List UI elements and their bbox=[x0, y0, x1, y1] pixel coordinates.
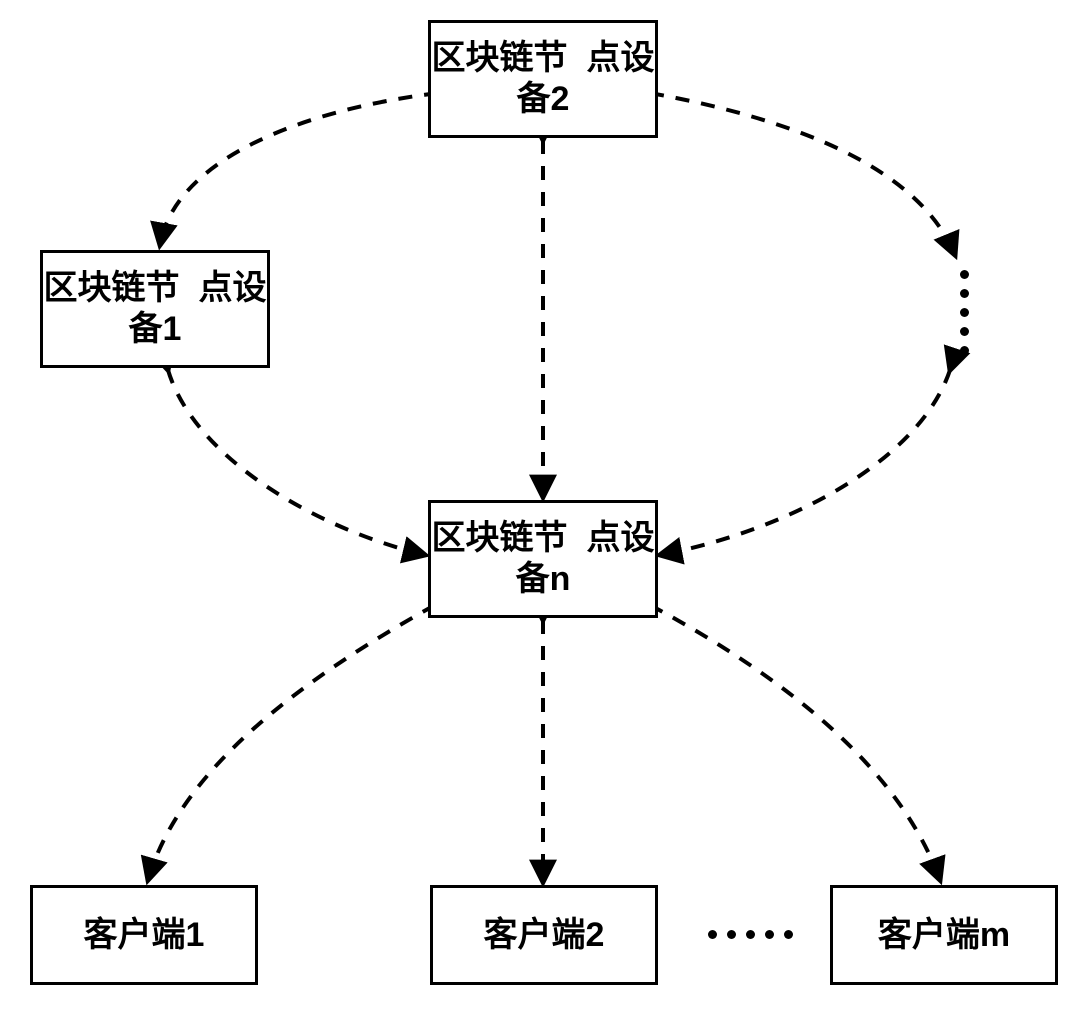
node-label: 区块链节 点设备2 bbox=[431, 38, 655, 120]
node-blockchain-n: 区块链节 点设备n bbox=[428, 500, 658, 618]
edge-bc2-ell bbox=[650, 93, 955, 255]
node-client-1: 客户端1 bbox=[30, 885, 258, 985]
ellipsis-vertical-icon bbox=[960, 270, 969, 355]
node-client-2: 客户端2 bbox=[430, 885, 658, 985]
edge-bc2-bc1 bbox=[160, 93, 438, 245]
node-label: 区块链节 点设备n bbox=[431, 518, 655, 600]
edge-bcn-c1 bbox=[148, 605, 435, 880]
node-blockchain-2: 区块链节 点设备2 bbox=[428, 20, 658, 138]
edge-bc1-bcn bbox=[168, 370, 425, 555]
node-label: 区块链节 点设备1 bbox=[43, 268, 267, 350]
node-blockchain-1: 区块链节 点设备1 bbox=[40, 250, 270, 368]
node-label: 客户端2 bbox=[484, 915, 605, 956]
node-label: 客户端1 bbox=[84, 915, 205, 956]
edge-bcn-cm bbox=[650, 605, 940, 880]
ellipsis-horizontal-icon bbox=[708, 930, 793, 939]
node-label: 客户端m bbox=[878, 915, 1010, 956]
diagram-canvas: 区块链节 点设备2 区块链节 点设备1 区块链节 点设备n 客户端1 客户端2 … bbox=[0, 0, 1086, 1033]
edge-ell-bcn bbox=[660, 370, 950, 555]
node-client-m: 客户端m bbox=[830, 885, 1058, 985]
